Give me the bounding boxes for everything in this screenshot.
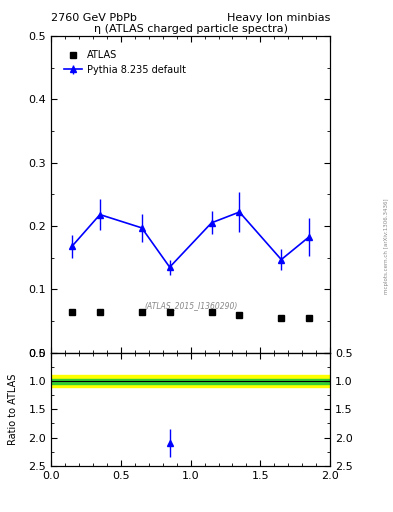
Text: 2760 GeV PbPb: 2760 GeV PbPb	[51, 13, 137, 23]
ATLAS	[209, 308, 214, 314]
Text: (ATLAS_2015_I1360290): (ATLAS_2015_I1360290)	[144, 301, 237, 310]
Bar	[51, 375, 330, 387]
Line: ATLAS: ATLAS	[69, 309, 340, 324]
Legend: ATLAS, Pythia 8.235 default: ATLAS, Pythia 8.235 default	[62, 47, 189, 78]
ATLAS	[70, 308, 74, 314]
ATLAS	[97, 308, 102, 314]
ATLAS	[167, 308, 172, 314]
ATLAS	[335, 318, 340, 324]
Bar	[51, 379, 330, 384]
ATLAS	[140, 308, 144, 314]
ATLAS	[307, 315, 312, 321]
Text: Heavy Ion minbias: Heavy Ion minbias	[227, 13, 330, 23]
ATLAS	[237, 312, 242, 318]
Y-axis label: Ratio to ATLAS: Ratio to ATLAS	[7, 374, 18, 445]
Title: η (ATLAS charged particle spectra): η (ATLAS charged particle spectra)	[94, 24, 288, 34]
ATLAS	[279, 315, 284, 321]
Text: mcplots.cern.ch [arXiv:1306.3436]: mcplots.cern.ch [arXiv:1306.3436]	[384, 198, 389, 293]
